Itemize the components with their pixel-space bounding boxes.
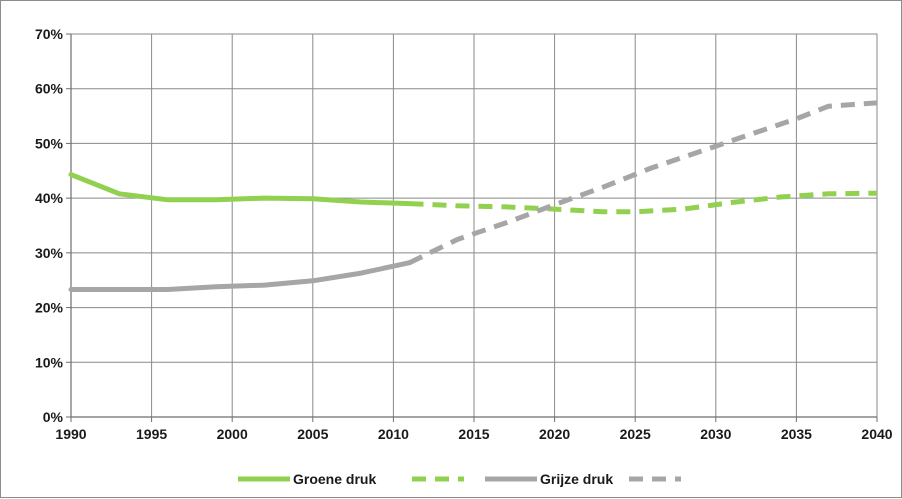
y-tick-label: 0% [43, 409, 64, 425]
x-tick-label: 2005 [297, 426, 328, 442]
x-tick-label: 2040 [861, 426, 892, 442]
series-lines [68, 100, 878, 292]
y-tick-label: 30% [35, 245, 64, 261]
x-tick-label: 2010 [378, 426, 409, 442]
x-tick-label: 2030 [700, 426, 731, 442]
x-tick-label: 2015 [458, 426, 489, 442]
x-tick-label: 1995 [136, 426, 167, 442]
series-line-2 [68, 260, 412, 292]
y-tick-label: 10% [35, 354, 64, 370]
x-tick-label: 1990 [55, 426, 86, 442]
y-tick-label: 40% [35, 190, 64, 206]
series-line-1 [409, 190, 878, 215]
axes [66, 33, 878, 422]
gridlines [71, 33, 878, 417]
x-tick-label: 2020 [539, 426, 570, 442]
x-tick-label: 2000 [217, 426, 248, 442]
x-tick-label: 2035 [781, 426, 812, 442]
y-tick-label: 20% [35, 300, 64, 316]
series-line-0 [68, 172, 412, 207]
x-tick-label: 2025 [620, 426, 651, 442]
legend: Groene druk Grijze druk [238, 471, 681, 487]
y-tick-label: 50% [35, 135, 64, 151]
legend-label-groene-druk: Groene druk [293, 471, 376, 487]
y-tick-label: 70% [35, 26, 64, 42]
tick-labels: 0% 10% 20% 30% 40% 50% 60% 70% 1990 1995 2000 2005 2… [35, 26, 893, 442]
series-line-3 [408, 100, 878, 265]
y-tick-label: 60% [35, 81, 64, 97]
legend-label-grijze-druk: Grijze druk [540, 471, 613, 487]
